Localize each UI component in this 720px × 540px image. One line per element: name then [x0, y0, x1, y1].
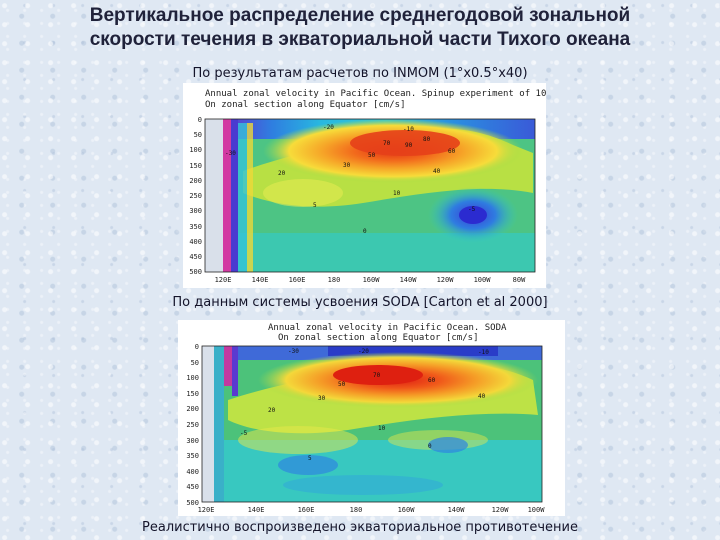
y-tick-label: 300 [186, 437, 199, 445]
soda-contour-label: 40 [478, 393, 486, 400]
inmom-contour-label: 90 [405, 142, 413, 149]
x-tick-label: 100W [528, 506, 546, 514]
inmom-contour-label: 80 [423, 136, 431, 143]
soda-contour-label: 30 [318, 395, 326, 402]
y-tick-label: 250 [186, 421, 199, 429]
y-tick-label: 500 [186, 499, 199, 507]
x-tick-label: 100W [474, 276, 492, 284]
y-tick-label: 400 [186, 468, 199, 476]
y-tick-label: 100 [186, 374, 199, 382]
y-tick-label: 0 [198, 116, 202, 124]
x-tick-label: 140E [248, 506, 265, 514]
y-tick-label: 150 [189, 162, 202, 170]
x-tick-label: 120W [492, 506, 510, 514]
soda-contour-label: 0 [428, 443, 432, 450]
inmom-contour-label: 60 [448, 148, 456, 155]
soda-contour-label: -30 [288, 348, 299, 355]
caption-inmom: По результатам расчетов по INMOM (1°x0.5… [192, 66, 528, 81]
inmom-contour-label: 70 [383, 140, 391, 147]
y-tick-label: 450 [189, 253, 202, 261]
y-tick-label: 50 [191, 359, 199, 367]
caption-conclusion: Реалистично воспроизведено экваториально… [142, 520, 578, 535]
x-tick-label: 120W [437, 276, 455, 284]
soda-chart-title-line2: On zonal section along Equator [cm/s] [278, 333, 478, 343]
inmom-contour-label: 0 [363, 228, 367, 235]
inmom-contour-label: -20 [323, 124, 334, 131]
y-tick-label: 250 [189, 192, 202, 200]
soda-y-axis: 0 50 100 150 200 250 300 350 400 450 500 [186, 343, 199, 507]
inmom-contour-label: 30 [343, 162, 351, 169]
soda-contour-label: 60 [428, 377, 436, 384]
y-tick-label: 50 [194, 131, 202, 139]
inmom-contour-label: 10 [393, 190, 401, 197]
soda-contour-label: -20 [358, 348, 369, 355]
soda-contour-labels: -30 -20 -10 -5 0 5 10 20 30 40 50 60 70 [240, 348, 489, 462]
x-tick-label: 160E [289, 276, 306, 284]
inmom-contour-label: 5 [313, 202, 317, 209]
x-tick-label: 180 [328, 276, 341, 284]
y-tick-label: 200 [186, 405, 199, 413]
soda-contour-label: 70 [373, 372, 381, 379]
soda-x-axis: 120E 140E 160E 180 160W 140W 120W 100W [198, 506, 546, 514]
inmom-chart-title-line2: On zonal section along Equator [cm/s] [205, 100, 405, 110]
slide-title-line1: Вертикальное распределение среднегодовой… [89, 5, 631, 26]
inmom-contour-label: 40 [433, 168, 441, 175]
y-tick-label: 400 [189, 238, 202, 246]
x-tick-label: 80W [513, 276, 526, 284]
inmom-chart-title-line1: Annual zonal velocity in Pacific Ocean. … [205, 89, 546, 99]
y-tick-label: 500 [189, 268, 202, 276]
x-tick-label: 160W [398, 506, 416, 514]
x-tick-label: 140W [448, 506, 466, 514]
x-tick-label: 160E [298, 506, 315, 514]
x-tick-label: 120E [215, 276, 232, 284]
soda-plot-area [201, 345, 543, 503]
soda-contour-label: 10 [378, 425, 386, 432]
figure-soda-section: Annual zonal velocity in Pacific Ocean. … [178, 320, 565, 516]
slide-title: Вертикальное распределение среднегодовой… [0, 4, 720, 52]
y-tick-label: 100 [189, 146, 202, 154]
inmom-plot-area [204, 118, 536, 273]
y-tick-label: 0 [195, 343, 199, 351]
inmom-contour-label: -10 [403, 126, 414, 133]
inmom-heatmap: Annual zonal velocity in Pacific Ocean. … [189, 89, 546, 284]
soda-chart-title-line1: Annual zonal velocity in Pacific Ocean. … [268, 323, 507, 333]
slide-title-line2: скорости течения в экваториальной части … [89, 29, 631, 50]
soda-contour-label: 5 [308, 455, 312, 462]
inmom-x-axis: 120E 140E 160E 180 160W 140W 120W 100W 8… [215, 276, 527, 284]
x-tick-label: 180 [350, 506, 363, 514]
x-tick-label: 160W [363, 276, 381, 284]
x-tick-label: 120E [198, 506, 215, 514]
y-tick-label: 350 [186, 452, 199, 460]
y-tick-label: 150 [186, 390, 199, 398]
inmom-contour-label: -5 [468, 206, 476, 213]
y-tick-label: 200 [189, 177, 202, 185]
soda-contour-label: 20 [268, 407, 276, 414]
soda-contour-label: 50 [338, 381, 346, 388]
y-tick-label: 350 [189, 223, 202, 231]
x-tick-label: 140W [400, 276, 418, 284]
y-tick-label: 300 [189, 207, 202, 215]
inmom-contour-label: 50 [368, 152, 376, 159]
figure-inmom-section: Annual zonal velocity in Pacific Ocean. … [183, 83, 546, 288]
y-tick-label: 450 [186, 483, 199, 491]
x-tick-label: 140E [252, 276, 269, 284]
inmom-contour-label: -30 [225, 150, 236, 157]
inmom-contour-label: 20 [278, 170, 286, 177]
soda-contour-label: -10 [478, 349, 489, 356]
inmom-y-axis: 0 50 100 150 200 250 300 350 400 450 500 [189, 116, 202, 276]
inmom-contour-labels: -20 -10 20 30 40 50 60 70 80 90 -5 0 5 1… [225, 124, 476, 235]
soda-contour-label: -5 [240, 430, 248, 437]
soda-heatmap: Annual zonal velocity in Pacific Ocean. … [186, 323, 546, 514]
caption-soda: По данным системы усвоения SODA [Carton … [172, 295, 548, 310]
